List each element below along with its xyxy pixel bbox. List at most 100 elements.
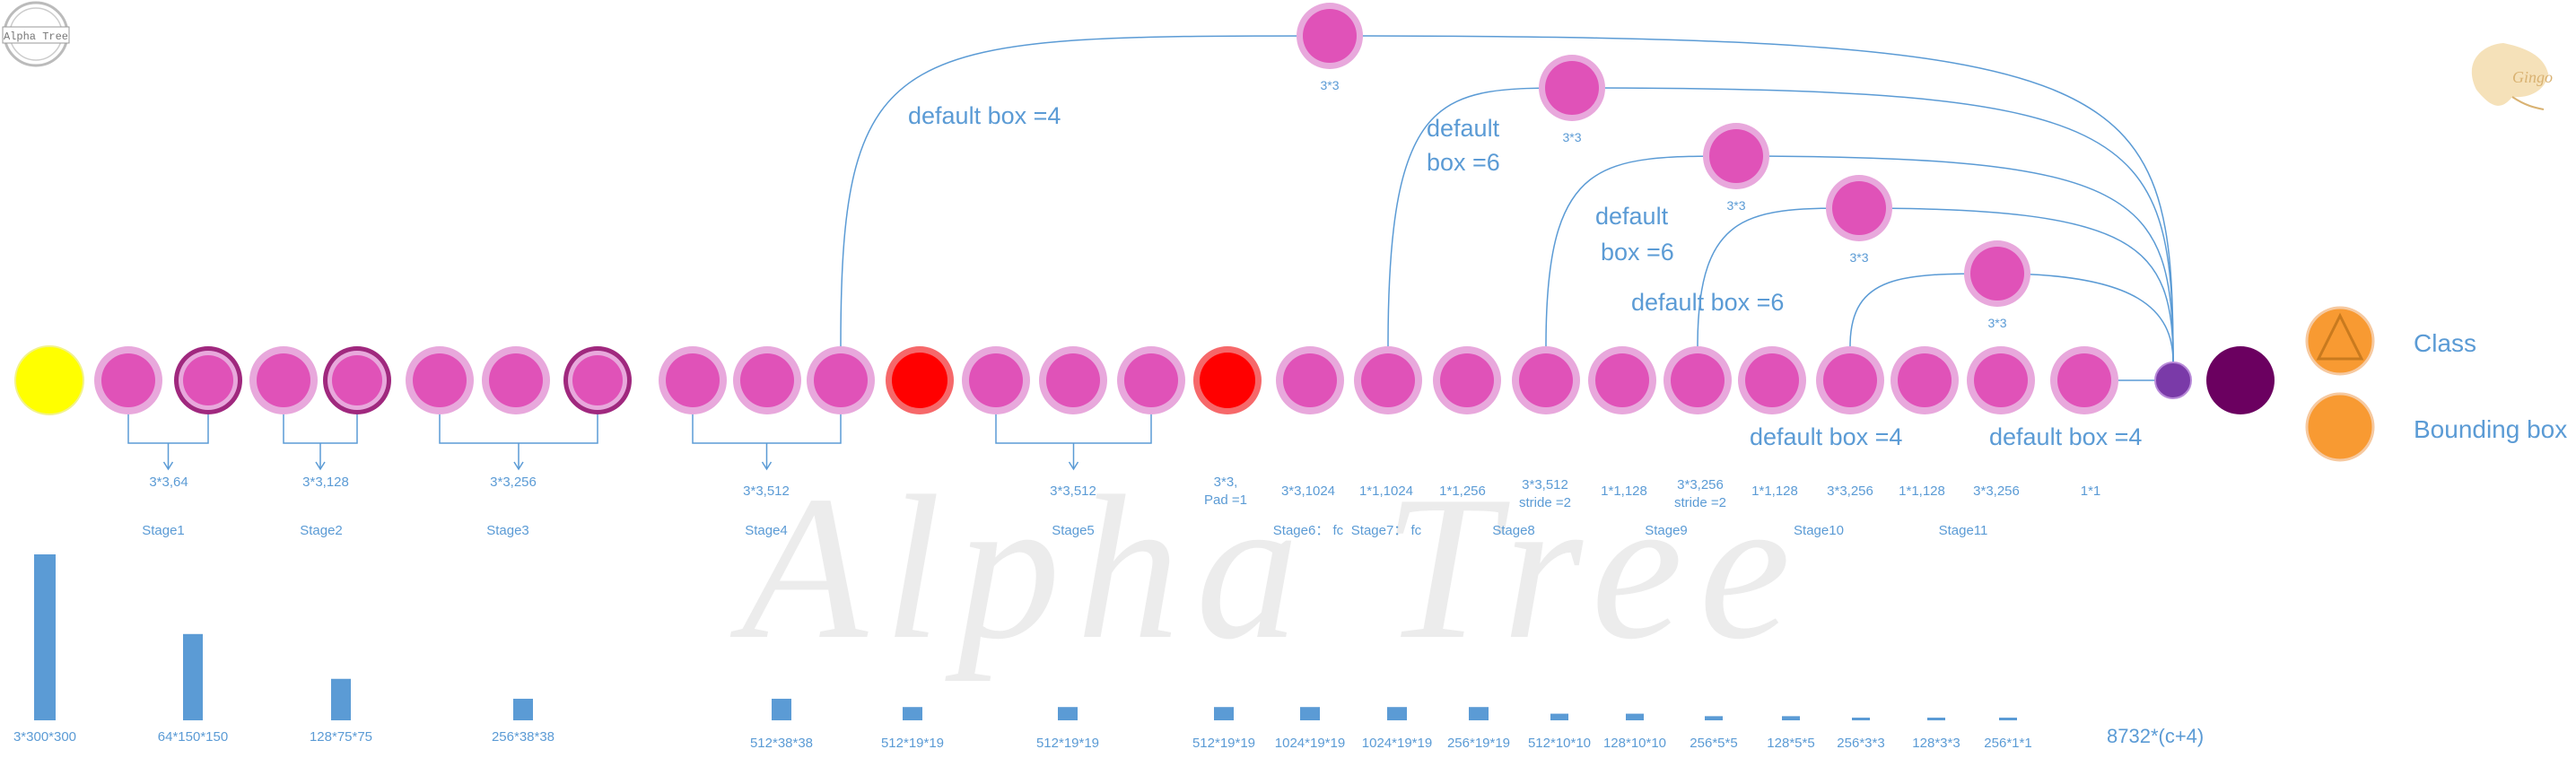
detector-nodes: 3*3 3*3 3*3 3*3 3*3	[1297, 3, 2030, 330]
layer-node-conv	[1276, 346, 1344, 414]
feature-map-bar: 512*19*19	[881, 707, 944, 751]
feature-map-bar: 128*75*75	[310, 678, 372, 745]
layer-node-conv	[1738, 346, 1806, 414]
layer-node-conv-dark	[323, 346, 391, 414]
connection-line	[1735, 155, 2174, 363]
layer-node-conv	[406, 346, 474, 414]
connection-line	[1858, 207, 2174, 363]
connection-line	[1996, 273, 2174, 363]
detector-label: 3*3	[1987, 316, 2006, 330]
layer-spec-label: 3*3,512	[743, 484, 790, 499]
detector-node: 3*3	[1703, 123, 1769, 213]
detector-node: 3*3	[1964, 240, 2030, 330]
default-box-annotation: default box =6	[1631, 289, 1784, 316]
default-box-annotation: box =6	[1601, 239, 1674, 266]
detector-label: 3*3	[1320, 78, 1339, 92]
feature-map-bar: 512*19*19	[1036, 707, 1099, 751]
layer-node-conv	[1354, 346, 1422, 414]
stage-info: 3*3,256 Stage11	[1939, 484, 2020, 538]
feature-map-label: 256*38*38	[492, 729, 554, 745]
layer-node-conv	[1588, 346, 1656, 414]
default-box-annotation: default box =4	[908, 102, 1061, 129]
stage-bracket	[439, 414, 598, 471]
layer-node-output-big	[2206, 346, 2275, 414]
stage-info: 3*3,256 Stage10	[1794, 484, 1873, 538]
default-box-annotation: box =6	[1427, 149, 1500, 176]
layer-spec-label: 1*1	[2081, 484, 2101, 499]
legend-bbox-label: Bounding box	[2414, 415, 2567, 443]
stage-name-label: Stage9	[1645, 523, 1688, 538]
alpha-tree-logo: Alpha Tree	[2, 1, 70, 67]
connection-line	[1387, 87, 1573, 347]
feature-map-label: 256*1*1	[1984, 736, 2031, 751]
layer-node-pool	[1193, 346, 1262, 414]
feature-map-label: 128*5*5	[1767, 736, 1814, 751]
feature-map-label: 64*150*150	[158, 729, 228, 745]
layer-spec-label: 1*1,256	[1439, 484, 1486, 499]
layer-node-conv	[962, 346, 1030, 414]
connection-line	[1571, 87, 2174, 363]
legend-class: Class	[2305, 306, 2476, 376]
stage-info: 1*1,128	[1899, 484, 1945, 499]
connection-line	[1329, 35, 2174, 363]
legend-bbox: Bounding box	[2305, 392, 2567, 462]
logo-left-text: Alpha Tree	[4, 30, 68, 43]
logo-right-text: Gingo	[2512, 68, 2553, 86]
stage-bracket	[127, 414, 209, 471]
feature-map-bar: 512*10*10	[1528, 713, 1591, 751]
stage-info: 1*1,1024 Stage7： fc	[1351, 484, 1422, 538]
feature-map-label: 256*3*3	[1837, 736, 1884, 751]
feature-map-bar: 128*3*3	[1912, 718, 1960, 751]
stage-brackets	[127, 414, 1152, 471]
feature-map-label: 512*10*10	[1528, 736, 1591, 751]
layer-spec-label: stride =2	[1519, 495, 1571, 510]
feature-map-label: 512*38*38	[750, 736, 813, 751]
stage-info: 3*3,64 Stage1	[142, 475, 188, 538]
feature-map-label: 256*19*19	[1447, 736, 1510, 751]
layer-spec-label: 3*3,64	[149, 475, 188, 490]
stage-name-label: Stage7： fc	[1351, 523, 1422, 538]
stage-info: 1*1	[2081, 484, 2101, 499]
layer-node-conv	[733, 346, 801, 414]
stage-name-label: Stage1	[142, 523, 185, 538]
stage-info: 1*1,128	[1751, 484, 1798, 499]
watermark: Alpha Tree	[729, 453, 1806, 682]
layer-node-conv	[659, 346, 727, 414]
triangle-icon	[2316, 312, 2364, 361]
feature-map-bar: 256*5*5	[1690, 716, 1738, 751]
layer-spec-label: 3*3,512	[1522, 477, 1568, 492]
feature-map-bar: 512*38*38	[750, 698, 813, 751]
feature-map-bar: 256*38*38	[492, 698, 554, 745]
stage-info: 1*1,128	[1601, 484, 1647, 499]
layer-spec-label: 3*3,256	[490, 475, 537, 490]
stage-info: 3*3,512 Stage5	[1050, 484, 1096, 538]
layer-node-conv	[1117, 346, 1185, 414]
default-box-annotations: default box =4 default box =6 default box =6…	[908, 102, 2142, 450]
layer-spec-label: 3*3,256	[1827, 484, 1873, 499]
default-box-annotation: default box =4	[1750, 423, 1902, 450]
feature-map-bar: 256*19*19	[1447, 707, 1510, 751]
stage-info: 3*3,512 stride =2 Stage8	[1492, 477, 1571, 538]
layer-node-conv	[807, 346, 875, 414]
feature-map-bar: 256*3*3	[1837, 718, 1885, 751]
feature-map-label: 512*19*19	[1192, 736, 1255, 751]
detector-node: 3*3	[1297, 3, 1363, 92]
layer-node-output-small	[2154, 362, 2192, 399]
default-box-annotation: default	[1595, 203, 1669, 230]
legend-class-label: Class	[2414, 329, 2476, 357]
layer-spec-label: stride =2	[1674, 495, 1726, 510]
feature-map-label: 1024*19*19	[1275, 736, 1345, 751]
layer-node-conv	[1512, 346, 1580, 414]
feature-map-bar: 3*300*300	[13, 554, 76, 745]
feature-map-label: 512*19*19	[1036, 736, 1099, 751]
layer-nodes	[14, 345, 2275, 415]
stage-info-labels: 3*3,64Stage13*3,128Stage23*3,256Stage33*…	[142, 475, 2100, 538]
layer-spec-label: 1*1,128	[1601, 484, 1647, 499]
stage-info: 3*3,128 Stage2	[300, 475, 349, 538]
layer-node-conv	[249, 346, 318, 414]
layer-node-conv	[1433, 346, 1501, 414]
ginkgo-logo: Gingo	[2471, 43, 2553, 110]
feature-map-label: 3*300*300	[13, 729, 76, 745]
